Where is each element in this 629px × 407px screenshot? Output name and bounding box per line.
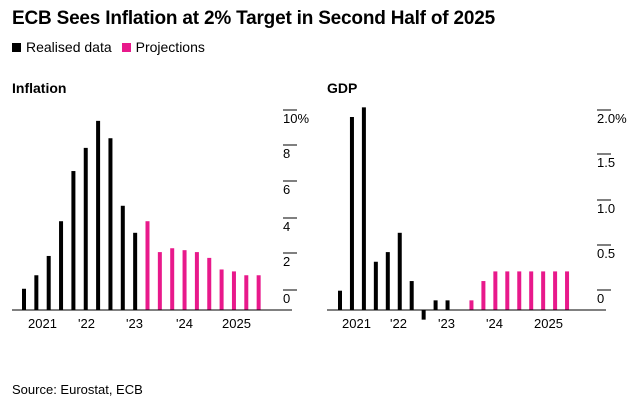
gdp-bar-projection	[553, 271, 558, 310]
gdp-bar-projection	[481, 281, 486, 310]
inflation-bar-realised	[46, 255, 51, 310]
gdp-ytick-label: 0	[597, 291, 604, 306]
legend-label-realised: Realised data	[26, 39, 112, 55]
inflation-ytick-label: 8	[283, 146, 290, 161]
inflation-bar-projection	[170, 248, 175, 310]
legend: Realised data Projections	[12, 39, 215, 55]
inflation-bar-projection	[157, 252, 162, 310]
gdp-ytick-label: 1.0	[597, 201, 615, 216]
legend-item-realised: Realised data	[12, 39, 112, 55]
source-note: Source: Eurostat, ECB	[12, 382, 143, 397]
gdp-xtick-label: 2025	[534, 316, 563, 331]
inflation-bar-projection	[182, 250, 187, 310]
gdp-bar-realised	[385, 252, 390, 310]
inflation-ytick-label: 4	[283, 219, 290, 234]
inflation-bar-projection	[219, 269, 224, 310]
inflation-bar-realised	[96, 120, 101, 310]
gdp-ytick-label: 0.5	[597, 246, 615, 261]
inflation-xtick-label: '23	[126, 316, 143, 331]
gdp-bar-projection	[565, 271, 570, 310]
inflation-bar-realised	[83, 147, 88, 310]
gdp-bar-realised	[421, 310, 426, 320]
chart-title: ECB Sees Inflation at 2% Target in Secon…	[12, 8, 495, 29]
gdp-ytick-label: 2.0%	[597, 111, 627, 126]
inflation-xtick-label: '22	[78, 316, 95, 331]
inflation-xtick-label: 2025	[222, 316, 251, 331]
inflation-bar-realised	[108, 138, 113, 310]
gdp-bar-projection	[469, 300, 474, 310]
inflation-ytick-label: 10%	[283, 111, 309, 126]
gdp-bar-realised	[445, 300, 450, 310]
gdp-bar-realised	[361, 107, 366, 310]
inflation-ytick-label: 2	[283, 254, 290, 269]
legend-item-projections: Projections	[121, 39, 205, 55]
inflation-bar-projection	[194, 252, 199, 310]
gdp-bar-realised	[397, 232, 402, 310]
inflation-xtick-label: '24	[176, 316, 193, 331]
legend-swatch-projections	[121, 42, 131, 52]
gdp-bar-realised	[373, 261, 378, 310]
gdp-bar-projection	[505, 271, 510, 310]
inflation-xtick-label: 2021	[28, 316, 57, 331]
inflation-bar-realised	[133, 232, 138, 310]
inflation-bar-realised	[22, 288, 26, 310]
inflation-ytick-label: 0	[283, 291, 290, 306]
gdp-ytick-label: 1.5	[597, 155, 615, 170]
gdp-bar-projection	[541, 271, 546, 310]
gdp-bar-realised	[338, 290, 342, 310]
inflation-bar-projection	[256, 275, 261, 310]
legend-swatch-realised	[12, 42, 21, 52]
gdp-xtick-label: '23	[438, 316, 455, 331]
gdp-xtick-label: 2021	[342, 316, 371, 331]
gdp-xtick-label: '22	[390, 316, 407, 331]
inflation-bar-projection	[244, 275, 249, 310]
inflation-bar-realised	[120, 205, 125, 310]
gdp-bar-realised	[349, 117, 354, 310]
inflation-panel-title: Inflation	[12, 80, 67, 96]
gdp-bar-projection	[517, 271, 522, 310]
gdp-bar-realised	[433, 300, 438, 310]
inflation-ytick-label: 6	[283, 182, 290, 197]
gdp-xtick-label: '24	[486, 316, 503, 331]
inflation-bar-projection	[231, 271, 236, 310]
gdp-bar-projection	[493, 271, 498, 310]
gdp-bar-realised	[409, 281, 414, 310]
inflation-bar-realised	[59, 221, 64, 310]
legend-label-projections: Projections	[135, 39, 205, 55]
gdp-bar-projection	[529, 271, 534, 310]
inflation-bar-projection	[145, 221, 150, 310]
inflation-bar-realised	[34, 275, 39, 310]
gdp-panel-title: GDP	[327, 80, 358, 96]
inflation-bar-projection	[207, 257, 212, 310]
inflation-bar-realised	[71, 171, 76, 310]
